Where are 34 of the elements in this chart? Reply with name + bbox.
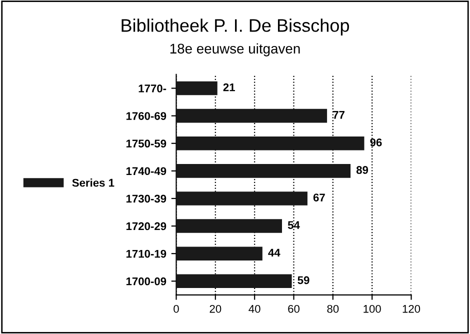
bar: [176, 136, 364, 150]
x-tick-label: 100: [364, 304, 381, 313]
bar: [176, 274, 292, 288]
bar: [176, 192, 308, 206]
y-tick-label: 1740-49: [126, 167, 166, 176]
data-label: 54: [288, 221, 300, 230]
x-tick-label: 20: [210, 304, 222, 313]
chart-subtitle: 18e eeuwse uitgaven: [170, 43, 300, 56]
x-tick-label: 0: [174, 304, 179, 313]
x-tick-label: 60: [288, 304, 300, 313]
x-tick-label: 40: [248, 304, 260, 313]
y-tick-label: 1720-29: [126, 222, 166, 230]
chart-title: Bibliotheek P. I. De Bisschop: [122, 18, 349, 36]
y-tick-label: 1760-69: [126, 112, 166, 120]
y-tick-label: 1700-09: [126, 277, 166, 286]
x-tick-label: 80: [327, 304, 339, 313]
y-tick-label: 1770-: [138, 84, 166, 92]
bar: [176, 81, 218, 96]
legend-label: Series 1: [72, 178, 114, 187]
data-label: 67: [313, 194, 325, 202]
data-label: 96: [370, 138, 382, 146]
y-tick-label: 1750-59: [126, 140, 166, 148]
y-tick-label: 1730-39: [126, 194, 166, 203]
data-label: 89: [356, 166, 368, 174]
bar: [176, 246, 262, 260]
data-label: 21: [223, 83, 235, 92]
data-label: 44: [268, 248, 280, 256]
data-label: 59: [298, 276, 310, 284]
x-tick-label: 120: [402, 304, 420, 313]
y-tick-label: 1710-19: [126, 250, 166, 258]
data-label: 77: [333, 111, 344, 119]
bar: [176, 219, 282, 233]
bar: [176, 108, 328, 123]
bar: [176, 164, 351, 178]
